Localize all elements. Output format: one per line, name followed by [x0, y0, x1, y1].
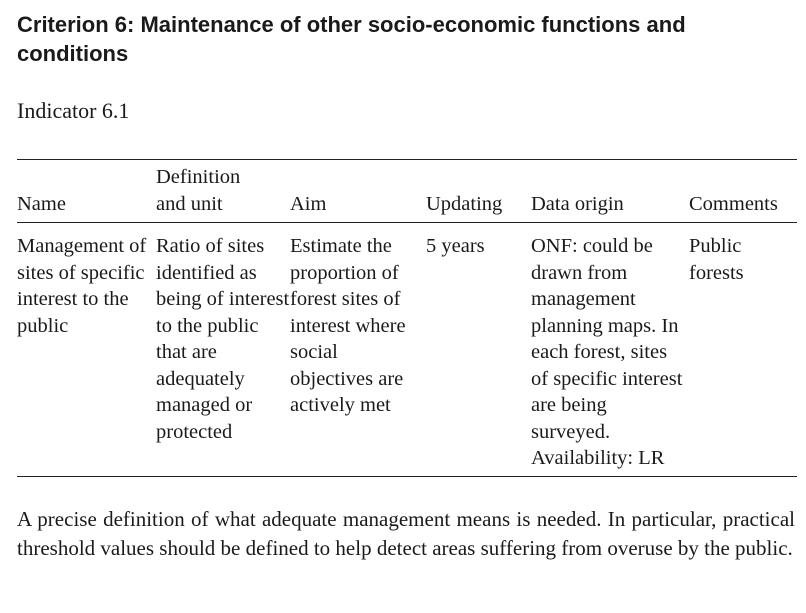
indicator-label: Indicator 6.1 — [17, 98, 130, 123]
cell-updating: 5 years — [426, 222, 531, 477]
header-comments: Comments — [689, 159, 797, 223]
header-name: Name — [17, 159, 156, 223]
header-definition-line2: and unit — [156, 192, 223, 215]
cell-definition: Ratio of sites identified as being of in… — [156, 222, 290, 477]
cell-data-origin: ONF: could be drawn from management plan… — [531, 222, 689, 477]
indicator-table: Name Definition and unit Aim Updating Da… — [17, 159, 797, 477]
table-header-row: Name Definition and unit Aim Updating Da… — [17, 159, 797, 223]
cell-name: Management of sites of specific interest… — [17, 222, 156, 477]
table-row: Management of sites of specific interest… — [17, 222, 797, 477]
header-definition-line1: Definition — [156, 166, 241, 188]
header-data-origin: Data origin — [531, 159, 689, 223]
document-page: Criterion 6: Maintenance of other socio-… — [17, 10, 797, 560]
indicator-table-container: Name Definition and unit Aim Updating Da… — [17, 159, 797, 477]
cell-comments: Public forests — [689, 222, 797, 477]
header-definition: Definition and unit — [156, 159, 290, 223]
cell-aim: Estimate the proportion of forest sites … — [290, 222, 426, 477]
criterion-title: Criterion 6: Maintenance of other socio-… — [17, 12, 686, 66]
header-aim: Aim — [290, 159, 426, 223]
header-updating: Updating — [426, 159, 531, 223]
explanatory-note: A precise definition of what adequate ma… — [17, 507, 795, 560]
